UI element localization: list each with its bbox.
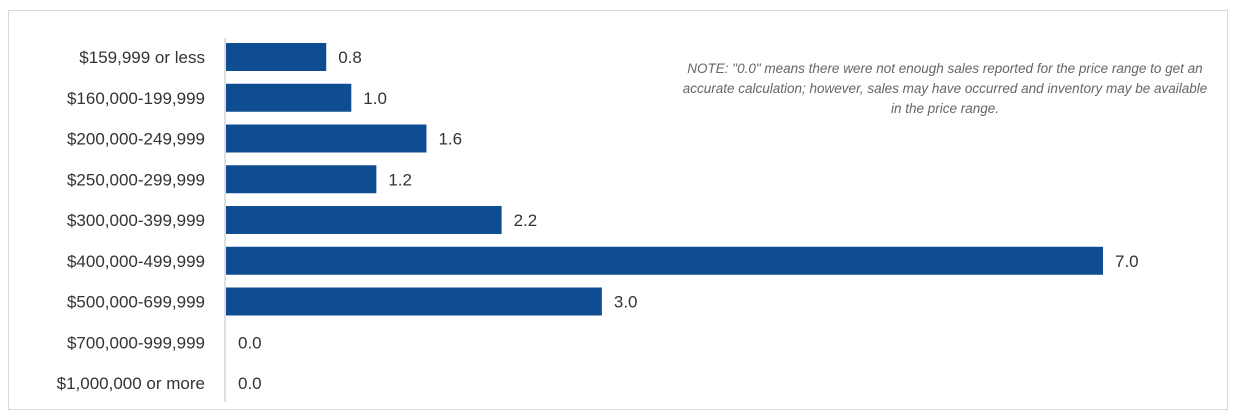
data-label: 3.0 <box>614 293 638 312</box>
data-label: 7.0 <box>1115 252 1139 271</box>
category-label: $1,000,000 or more <box>57 374 205 393</box>
data-label: 1.6 <box>438 130 462 149</box>
data-label: 1.2 <box>388 170 412 189</box>
bar <box>226 206 502 234</box>
category-label: $300,000-399,999 <box>67 211 205 230</box>
bar <box>226 83 352 112</box>
bar <box>226 43 327 71</box>
chart-frame <box>8 10 1228 410</box>
category-labels-group: $159,999 or less $160,000-199,999 $200,000… <box>57 48 205 393</box>
bar <box>226 165 377 194</box>
value-labels-group: 0.8 1.0 1.6 1.2 2.2 7.0 3.0 0.0 0.0 <box>238 48 1139 393</box>
category-label: $250,000-299,999 <box>67 170 205 189</box>
category-label: $700,000-999,999 <box>67 333 205 352</box>
data-label: 0.0 <box>238 333 262 352</box>
category-label: $159,999 or less <box>79 48 205 67</box>
bar <box>226 287 602 316</box>
bar <box>226 246 1103 275</box>
data-label: 0.0 <box>238 374 262 393</box>
bar <box>226 124 427 153</box>
category-label: $160,000-199,999 <box>67 89 205 108</box>
chart-note: NOTE: "0.0" means there were not enough … <box>682 61 1208 116</box>
bars-group <box>226 43 1103 316</box>
category-label: $400,000-499,999 <box>67 252 205 271</box>
category-label: $500,000-699,999 <box>67 293 205 312</box>
data-label: 0.8 <box>338 48 362 67</box>
category-label: $200,000-249,999 <box>67 130 205 149</box>
data-label: 1.0 <box>363 89 387 108</box>
data-label: 2.2 <box>514 211 538 230</box>
